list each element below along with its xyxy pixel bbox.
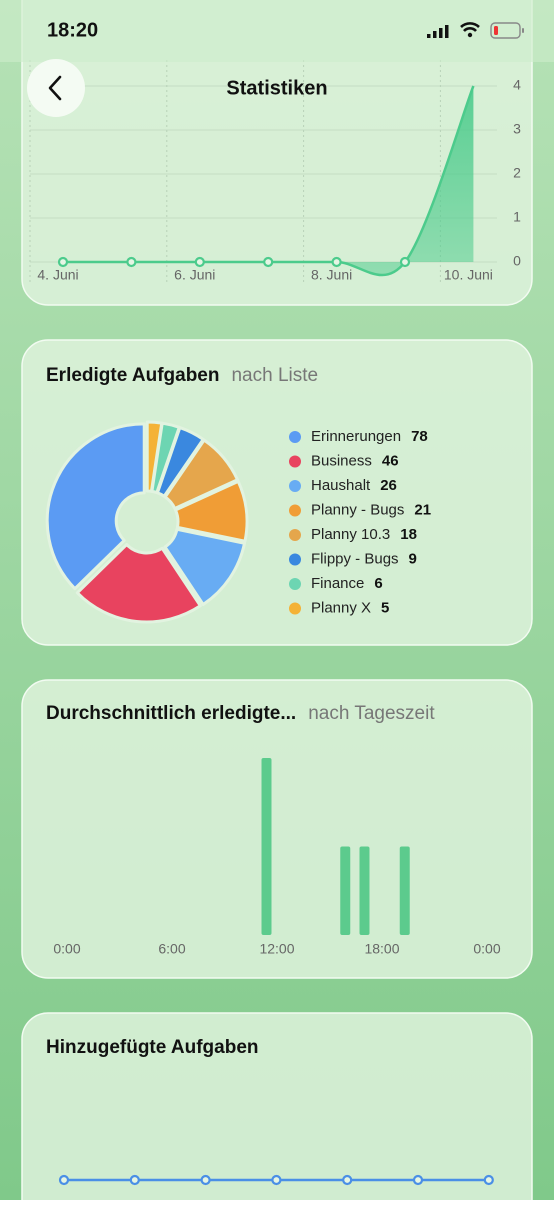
point bbox=[331, 256, 342, 268]
legend-value: 18 bbox=[400, 526, 417, 543]
legend-dot bbox=[289, 529, 301, 541]
header-blur bbox=[0, 0, 554, 62]
legend-dot bbox=[289, 455, 301, 468]
legend-value: 46 bbox=[382, 452, 399, 469]
legend-label: Planny X bbox=[311, 599, 371, 616]
x-tick-label: 4. Juni bbox=[37, 267, 78, 283]
point bbox=[200, 1174, 211, 1186]
card bbox=[21, 1012, 533, 1205]
x-tick-label: 8. Juni bbox=[311, 267, 352, 283]
point bbox=[126, 256, 137, 268]
point bbox=[263, 256, 274, 268]
chart-0: 0 1 2 3 4 4. Juni 6. Juni 8. Juni 10. Juni bbox=[29, 60, 521, 285]
legend-label: Planny - Bugs bbox=[311, 501, 404, 518]
pie-slice bbox=[173, 479, 249, 543]
x-tick-label: 18:00 bbox=[364, 941, 399, 957]
x-tick-label: 12:00 bbox=[259, 941, 294, 957]
x-tick-label: 0:00 bbox=[53, 941, 80, 957]
legend-dot bbox=[289, 480, 301, 492]
point bbox=[271, 1174, 282, 1186]
legend-label: Planny 10.3 bbox=[311, 526, 390, 543]
back-button[interactable] bbox=[27, 59, 85, 117]
legend-value: 6 bbox=[374, 575, 382, 592]
x-tick-label: 6. Juni bbox=[174, 267, 215, 283]
pie-slice bbox=[45, 422, 146, 591]
card-title: Erledigte Aufgaben bbox=[46, 365, 219, 386]
point bbox=[194, 256, 205, 268]
legend-dot bbox=[289, 504, 301, 517]
card bbox=[21, 0, 533, 306]
y-tick-label: 2 bbox=[513, 165, 521, 181]
point bbox=[483, 1174, 494, 1186]
card-subtitle: nach Tageszeit bbox=[308, 703, 435, 724]
status-icons bbox=[427, 22, 524, 39]
legend-dot bbox=[289, 431, 301, 443]
legend-value: 5 bbox=[381, 599, 389, 616]
point bbox=[399, 256, 411, 268]
x-tick-label: 10. Juni bbox=[444, 267, 493, 283]
point bbox=[342, 1174, 353, 1186]
legend-label: Finance bbox=[311, 575, 364, 592]
legend-dot bbox=[289, 602, 301, 615]
bar bbox=[399, 846, 410, 935]
pie-slice bbox=[145, 420, 164, 493]
legend-value: 9 bbox=[409, 550, 417, 567]
point bbox=[58, 1174, 70, 1186]
legend-value: 78 bbox=[411, 428, 428, 445]
x-tick-label: 0:00 bbox=[473, 941, 500, 957]
legend-label: Business bbox=[311, 452, 372, 469]
y-tick-label: 0 bbox=[513, 253, 521, 269]
legend-value: 26 bbox=[380, 477, 397, 494]
bar bbox=[340, 846, 351, 935]
nav-title: Statistiken bbox=[226, 77, 327, 99]
legend-label: Flippy - Bugs bbox=[311, 550, 399, 567]
area bbox=[63, 86, 474, 276]
x-tick-label: 6:00 bbox=[158, 941, 185, 957]
card-title: Hinzugefügte Aufgaben bbox=[46, 1037, 259, 1058]
bar bbox=[261, 758, 272, 935]
legend-dot bbox=[289, 578, 301, 590]
point bbox=[129, 1174, 140, 1186]
legend-dot bbox=[289, 553, 301, 566]
point bbox=[412, 1174, 424, 1186]
card-title: Durchschnittlich erledigte... bbox=[46, 703, 296, 724]
pie-slice bbox=[163, 527, 246, 606]
pie-slice bbox=[75, 543, 202, 624]
y-tick-label: 4 bbox=[513, 77, 521, 93]
status-time: 18:20 bbox=[47, 19, 98, 41]
legend-label: Haushalt bbox=[311, 477, 371, 494]
card bbox=[21, 679, 533, 979]
y-tick-label: 1 bbox=[513, 209, 521, 225]
y-tick-label: 3 bbox=[513, 121, 521, 137]
bar bbox=[359, 846, 370, 935]
legend-label: Erinnerungen bbox=[311, 428, 401, 445]
point bbox=[57, 256, 69, 268]
legend-value: 21 bbox=[414, 501, 431, 518]
card-subtitle: nach Liste bbox=[231, 365, 318, 386]
